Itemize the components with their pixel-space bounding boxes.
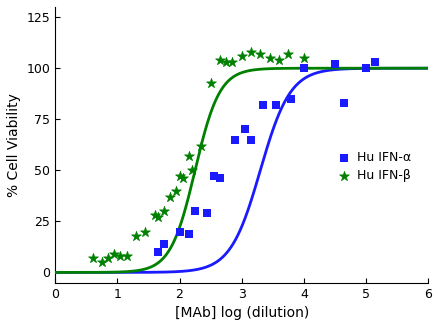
Hu IFN-α	[191, 209, 198, 214]
Hu IFN-β	[216, 58, 223, 63]
Hu IFN-β	[176, 174, 183, 179]
Hu IFN-α	[160, 241, 167, 247]
Hu IFN-β	[188, 168, 195, 173]
Hu IFN-α	[362, 66, 369, 71]
Hu IFN-α	[185, 231, 192, 236]
Hu IFN-α	[247, 137, 254, 142]
Hu IFN-β	[141, 229, 148, 234]
X-axis label: [MAb] log (dilution): [MAb] log (dilution)	[174, 306, 308, 320]
Hu IFN-β	[151, 213, 158, 218]
Hu IFN-α	[259, 102, 266, 108]
Hu IFN-α	[331, 61, 338, 67]
Hu IFN-β	[123, 253, 130, 259]
Hu IFN-β	[222, 60, 229, 65]
Hu IFN-α	[231, 137, 238, 142]
Y-axis label: % Cell Viability: % Cell Viability	[7, 93, 21, 197]
Hu IFN-β	[173, 188, 180, 193]
Hu IFN-β	[185, 153, 192, 159]
Hu IFN-β	[256, 51, 263, 57]
Hu IFN-β	[154, 215, 161, 220]
Hu IFN-α	[272, 102, 279, 108]
Hu IFN-β	[207, 80, 214, 85]
Hu IFN-α	[241, 127, 248, 132]
Hu IFN-β	[98, 260, 105, 265]
Hu IFN-β	[284, 51, 291, 57]
Hu IFN-α	[210, 174, 217, 179]
Hu IFN-β	[166, 194, 173, 199]
Hu IFN-β	[265, 55, 272, 60]
Hu IFN-β	[132, 233, 139, 238]
Hu IFN-α	[204, 211, 211, 216]
Hu IFN-β	[89, 255, 96, 261]
Hu IFN-β	[228, 60, 235, 65]
Hu IFN-β	[110, 251, 117, 257]
Hu IFN-β	[104, 255, 111, 261]
Hu IFN-α	[154, 250, 161, 255]
Hu IFN-β	[160, 209, 167, 214]
Hu IFN-β	[300, 55, 307, 60]
Hu IFN-α	[340, 100, 347, 106]
Hu IFN-β	[275, 58, 282, 63]
Hu IFN-α	[371, 60, 378, 65]
Hu IFN-β	[247, 49, 254, 55]
Hu IFN-β	[198, 143, 205, 148]
Hu IFN-β	[179, 176, 186, 181]
Hu IFN-β	[117, 253, 124, 259]
Hu IFN-α	[287, 96, 294, 101]
Hu IFN-α	[300, 66, 307, 71]
Hu IFN-β	[238, 53, 245, 59]
Hu IFN-α	[216, 176, 223, 181]
Hu IFN-α	[176, 229, 183, 234]
Legend: Hu IFN-α, Hu IFN-β: Hu IFN-α, Hu IFN-β	[333, 147, 413, 186]
